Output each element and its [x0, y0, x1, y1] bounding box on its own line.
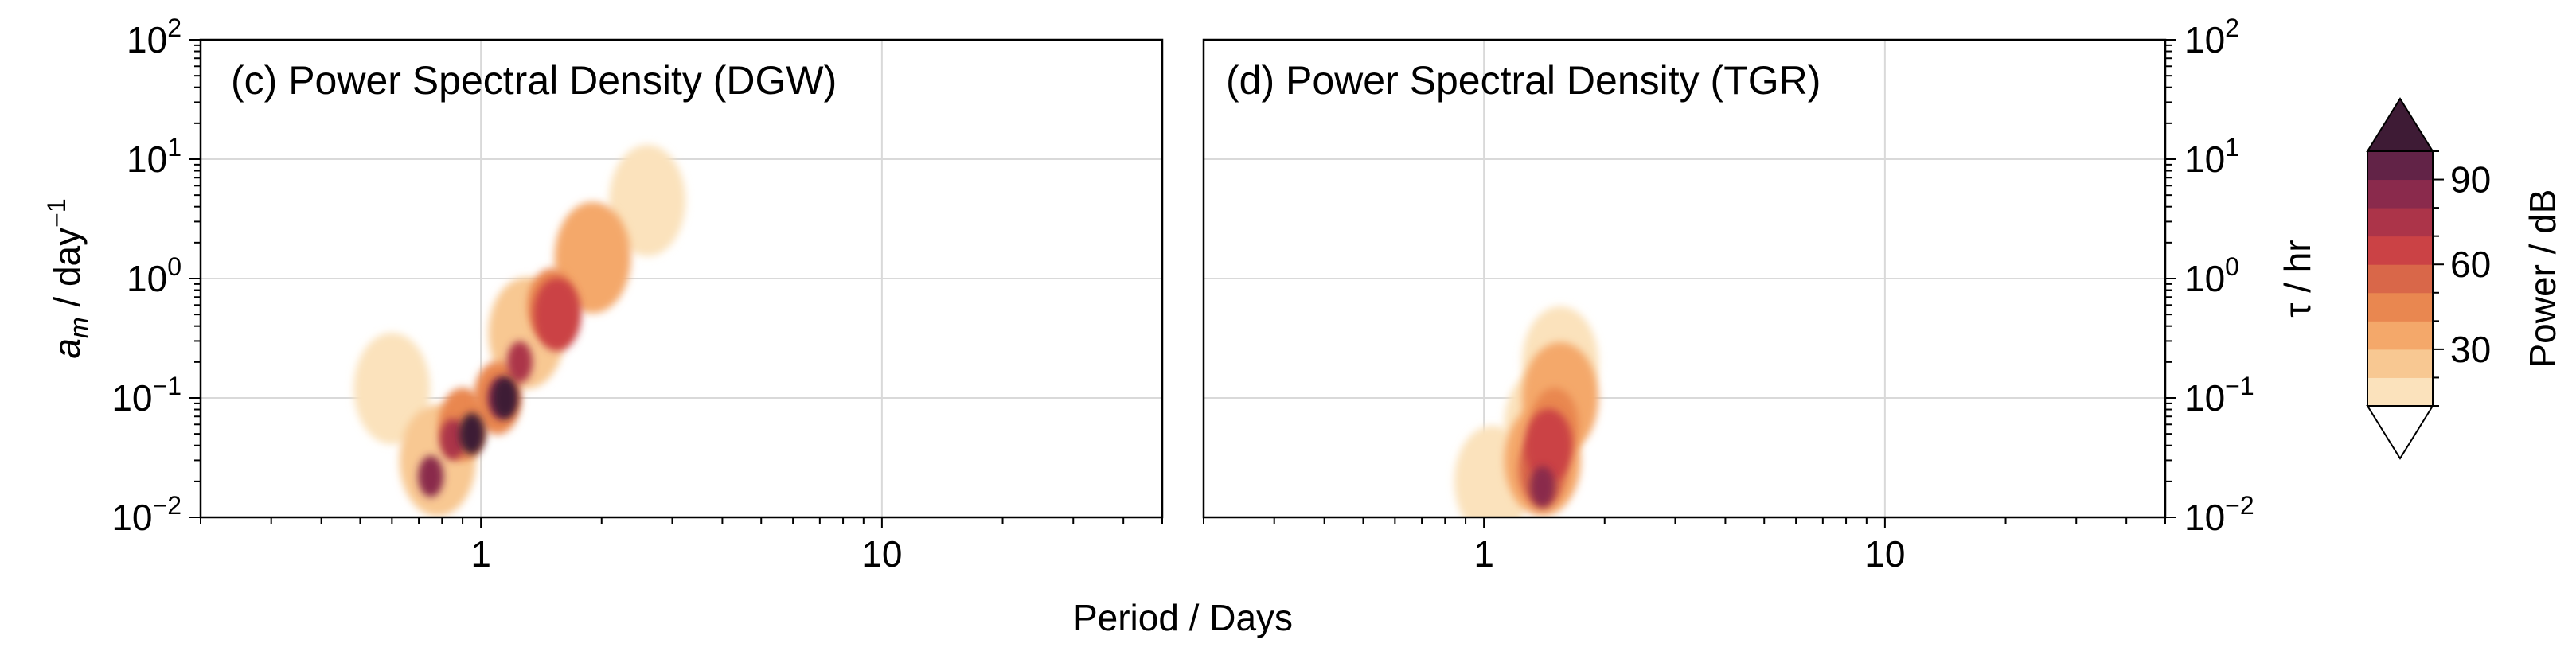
- colorbar-segment: [2367, 264, 2433, 294]
- heatmap-cell: [1524, 408, 1573, 482]
- x-tick-label: 10: [1864, 533, 1905, 575]
- y-tick-label: 10−2: [111, 491, 181, 538]
- heatmap-cell: [554, 201, 631, 314]
- colorbar-segment: [2367, 321, 2433, 350]
- y-tick-label: 102: [2184, 14, 2239, 60]
- colorbar-tick-label: 30: [2450, 329, 2491, 370]
- y-tick-label: 10−1: [111, 372, 181, 419]
- heatmap-d: [1454, 306, 1598, 517]
- y-tick-label: 101: [127, 133, 181, 180]
- ticks-c: 1 10 10−2 10−1 100 101 102: [111, 14, 1163, 575]
- colorbar-segment: [2367, 349, 2433, 378]
- heatmap-cell: [609, 145, 686, 257]
- heatmap-cell: [439, 419, 466, 461]
- x-tick-label: 10: [861, 533, 902, 575]
- colorbar-segment: [2367, 179, 2433, 209]
- heatmap-cell: [492, 377, 518, 419]
- colorbar-tick-label: 60: [2450, 244, 2491, 285]
- heatmap-cell: [506, 341, 533, 383]
- colorbar-tick-label: 90: [2450, 159, 2491, 201]
- y-tick-label: 10−1: [2184, 372, 2254, 419]
- x-tick-label: 1: [1473, 533, 1494, 575]
- panel-title-d: (d) Power Spectral Density (TGR): [1226, 58, 1821, 103]
- colorbar-frame: [2367, 150, 2434, 407]
- panel-title-c: (c) Power Spectral Density (DGW): [231, 58, 837, 103]
- panel-c: 1 10 10−2 10−1 100 101 102 (c) Power Spectral …: [111, 14, 1164, 575]
- left-y-label-sup: −1: [42, 198, 71, 227]
- y-tick-label: 100: [127, 252, 181, 299]
- x-axis-label: Period / Days: [1073, 597, 1293, 638]
- y-tick-label: 102: [127, 14, 181, 60]
- left-y-axis-label: am / day−1: [42, 198, 93, 358]
- colorbar-segment: [2367, 377, 2433, 407]
- heatmap-cell: [533, 278, 581, 352]
- colorbar: 30 60 90: [2366, 97, 2491, 460]
- y-tick-label: 101: [2184, 133, 2239, 180]
- ticks-d: 1 10 10−2 10−1 100 101 102: [1203, 14, 2254, 575]
- y-tick-label: 10−2: [2184, 491, 2254, 538]
- colorbar-label: Power / dB: [2522, 189, 2563, 368]
- right-y-axis-label: τ / hr: [2277, 240, 2318, 317]
- left-y-label-rest: / day: [46, 228, 88, 318]
- colorbar-segment: [2367, 208, 2433, 237]
- colorbar-segment: [2367, 292, 2433, 322]
- colorbar-extend-max: [2366, 97, 2434, 152]
- y-tick-label: 100: [2184, 252, 2239, 299]
- colorbar-extend-min: [2366, 405, 2434, 460]
- panel-d: 1 10 10−2 10−1 100 101 102 (d) Power Spectral …: [1202, 14, 2254, 575]
- left-y-label-sub: m: [64, 317, 93, 338]
- heatmap-cell: [459, 413, 485, 455]
- colorbar-segment: [2367, 151, 2433, 181]
- x-tick-label: 1: [470, 533, 491, 575]
- colorbar-segment: [2367, 236, 2433, 265]
- left-y-label-main: a: [46, 338, 88, 359]
- heatmap-c: [353, 145, 686, 517]
- heatmap-cell: [353, 333, 431, 445]
- heatmap-cell: [1529, 466, 1555, 508]
- heatmap-cell: [418, 455, 444, 497]
